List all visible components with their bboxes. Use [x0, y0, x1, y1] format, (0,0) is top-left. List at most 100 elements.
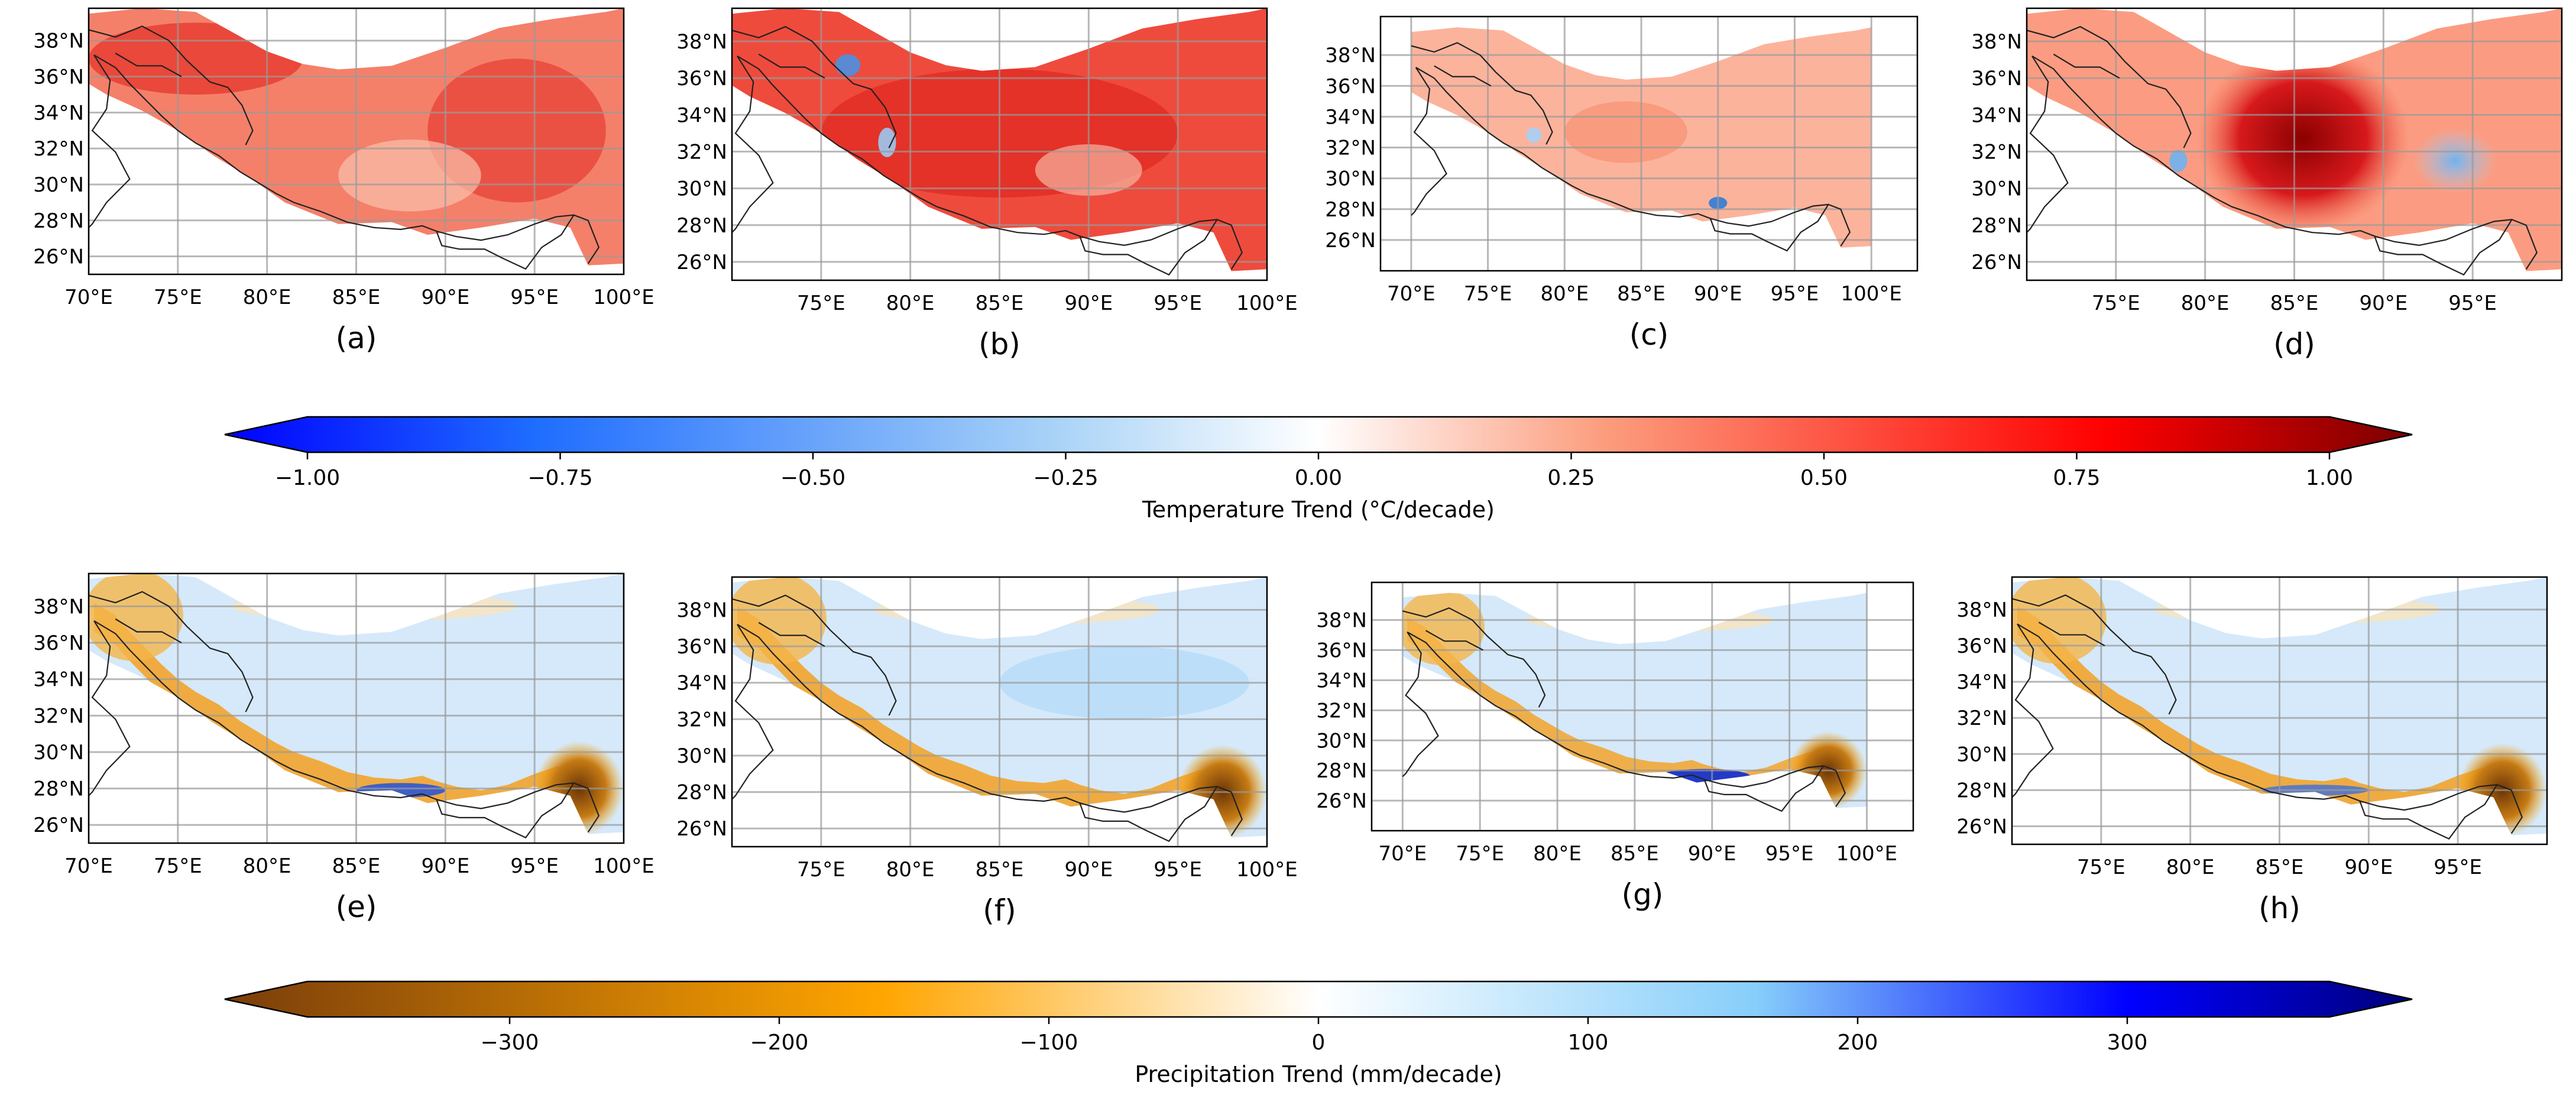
panel-label: (f)	[983, 893, 1016, 928]
colorbar-tick-label: 0.75	[2053, 466, 2100, 490]
lon-tick-label: 85°E	[2270, 291, 2319, 315]
lat-tick-label: 32°N	[1956, 707, 2007, 730]
lon-tick-label: 90°E	[2359, 291, 2407, 315]
lon-tick-label: 75°E	[2092, 291, 2140, 315]
panel-label: (h)	[2259, 891, 2300, 925]
colorbar-tick-label: 0.25	[1547, 466, 1595, 490]
lat-tick-label: 32°N	[1971, 140, 2022, 164]
lat-tick-label: 30°N	[1316, 729, 1367, 753]
precipitation-colorbar: −300 −200 −100 0 100 200 300 Precipitation Tren…	[224, 980, 2413, 1087]
country-borders	[2027, 25, 2538, 276]
colorbar-tick-label: −0.25	[1033, 466, 1098, 490]
lon-tick-label: 90°E	[1688, 842, 1736, 866]
colorbar-tick-label: 0.00	[1295, 466, 1342, 490]
lon-tick-label: 80°E	[886, 291, 935, 315]
lat-tick-label: 28°N	[676, 214, 727, 238]
lat-tick-label: 36°N	[1325, 74, 1376, 98]
panel-g: 38°N 36°N 34°N 32°N 30°N 28°N 26°N 70°E 75°E 80°E…	[1316, 581, 1914, 912]
gridlines	[2012, 577, 2547, 844]
trend-field	[2012, 577, 2547, 835]
lon-tick-label: 100°E	[593, 286, 654, 309]
lon-tick-label: 80°E	[886, 858, 935, 882]
country-borders	[2012, 594, 2523, 840]
lat-tick-label: 34°N	[33, 668, 84, 692]
colorbar-tick-label: 0.50	[1800, 466, 1848, 490]
lat-tick-label: 32°N	[33, 704, 84, 728]
map-frame	[731, 576, 1268, 848]
lon-tick-label: 90°E	[421, 286, 469, 309]
lat-tick-label: 28°N	[1325, 198, 1376, 222]
colorbar-tick-label: −100	[1020, 1031, 1078, 1055]
lon-tick-label: 90°E	[1694, 282, 1742, 306]
panel-label: (e)	[336, 890, 377, 924]
panel-label: (d)	[2273, 327, 2315, 361]
map-frame	[2011, 576, 2548, 845]
lat-tick-label: 36°N	[676, 635, 727, 659]
lon-tick-label: 75°E	[2077, 856, 2125, 879]
lon-tick-label: 85°E	[976, 858, 1024, 882]
lon-tick-label: 80°E	[2181, 291, 2230, 315]
colorbar-tick-label: 0	[1312, 1031, 1326, 1055]
lat-tick-label: 34°N	[33, 101, 84, 125]
lat-tick-label: 26°N	[1956, 815, 2007, 838]
gridlines	[89, 574, 624, 843]
lon-tick-label: 75°E	[797, 291, 845, 315]
lat-tick-label: 36°N	[1956, 634, 2007, 658]
colorbar-title: Precipitation Trend (mm/decade)	[1135, 1061, 1502, 1087]
lat-tick-label: 34°N	[1325, 105, 1376, 129]
trend-field	[89, 574, 624, 834]
lat-tick-label: 26°N	[1971, 251, 2022, 274]
cool-patch	[1526, 127, 1542, 143]
country-borders	[1402, 607, 1846, 812]
country-borders	[732, 25, 1243, 276]
cool-patch	[835, 54, 861, 76]
lat-tick-label: 28°N	[1956, 779, 2007, 802]
lat-tick-label: 34°N	[1971, 103, 2022, 127]
lat-tick-label: 38°N	[1971, 30, 2022, 54]
lon-tick-label: 90°E	[1064, 291, 1113, 315]
map-frame	[88, 572, 625, 844]
map-frame	[1370, 581, 1914, 832]
lat-tick-label: 36°N	[676, 67, 727, 90]
country-borders	[1411, 42, 1851, 252]
lat-tick-label: 34°N	[676, 103, 727, 127]
lat-tick-label: 26°N	[1325, 229, 1376, 252]
lat-tick-label: 28°N	[676, 781, 727, 805]
lat-tick-label: 28°N	[1971, 214, 2022, 238]
lat-tick-label: 38°N	[33, 595, 84, 618]
lon-tick-label: 85°E	[332, 854, 381, 878]
map-frame	[2026, 7, 2563, 281]
mild-patch	[338, 139, 481, 212]
lat-tick-label: 34°N	[1956, 670, 2007, 694]
lat-tick-label: 26°N	[676, 251, 727, 274]
lat-tick-label: 38°N	[676, 30, 727, 54]
lon-tick-label: 75°E	[1464, 282, 1512, 306]
lon-tick-label: 95°E	[1153, 858, 1202, 882]
panel-label: (g)	[1622, 877, 1664, 912]
lat-tick-label: 28°N	[33, 209, 84, 233]
cool-patch	[2169, 150, 2188, 172]
lon-tick-label: 95°E	[510, 854, 559, 878]
lon-tick-label: 75°E	[154, 286, 202, 309]
colorbar-bar	[224, 980, 2413, 1018]
panel-h: 38°N 36°N 34°N 32°N 30°N 28°N 26°N 75°E 80°E 85°E…	[1956, 576, 2548, 925]
map-frame	[731, 7, 1268, 281]
panel-e: 38°N 36°N 34°N 32°N 30°N 28°N 26°N 70°E 75°E 80°E…	[33, 572, 654, 924]
lon-tick-label: 90°E	[2344, 856, 2393, 879]
lat-tick-label: 38°N	[1956, 598, 2007, 622]
gridlines	[732, 577, 1267, 847]
lat-tick-label: 30°N	[676, 177, 727, 201]
lon-tick-label: 85°E	[332, 286, 381, 309]
lat-tick-label: 36°N	[33, 631, 84, 655]
dry-patch	[1402, 592, 1485, 666]
lat-tick-label: 32°N	[1316, 699, 1367, 723]
lat-tick-label: 30°N	[676, 744, 727, 768]
gridlines	[1381, 17, 1917, 271]
lat-tick-label: 28°N	[33, 777, 84, 801]
lat-tick-label: 32°N	[676, 708, 727, 731]
colorbar-title: Temperature Trend (°C/decade)	[1142, 497, 1495, 523]
lon-tick-label: 85°E	[1611, 842, 1659, 866]
lat-tick-label: 30°N	[1971, 177, 2022, 201]
colorbar-tick-label: −200	[750, 1031, 809, 1055]
lon-tick-label: 85°E	[1617, 282, 1666, 306]
